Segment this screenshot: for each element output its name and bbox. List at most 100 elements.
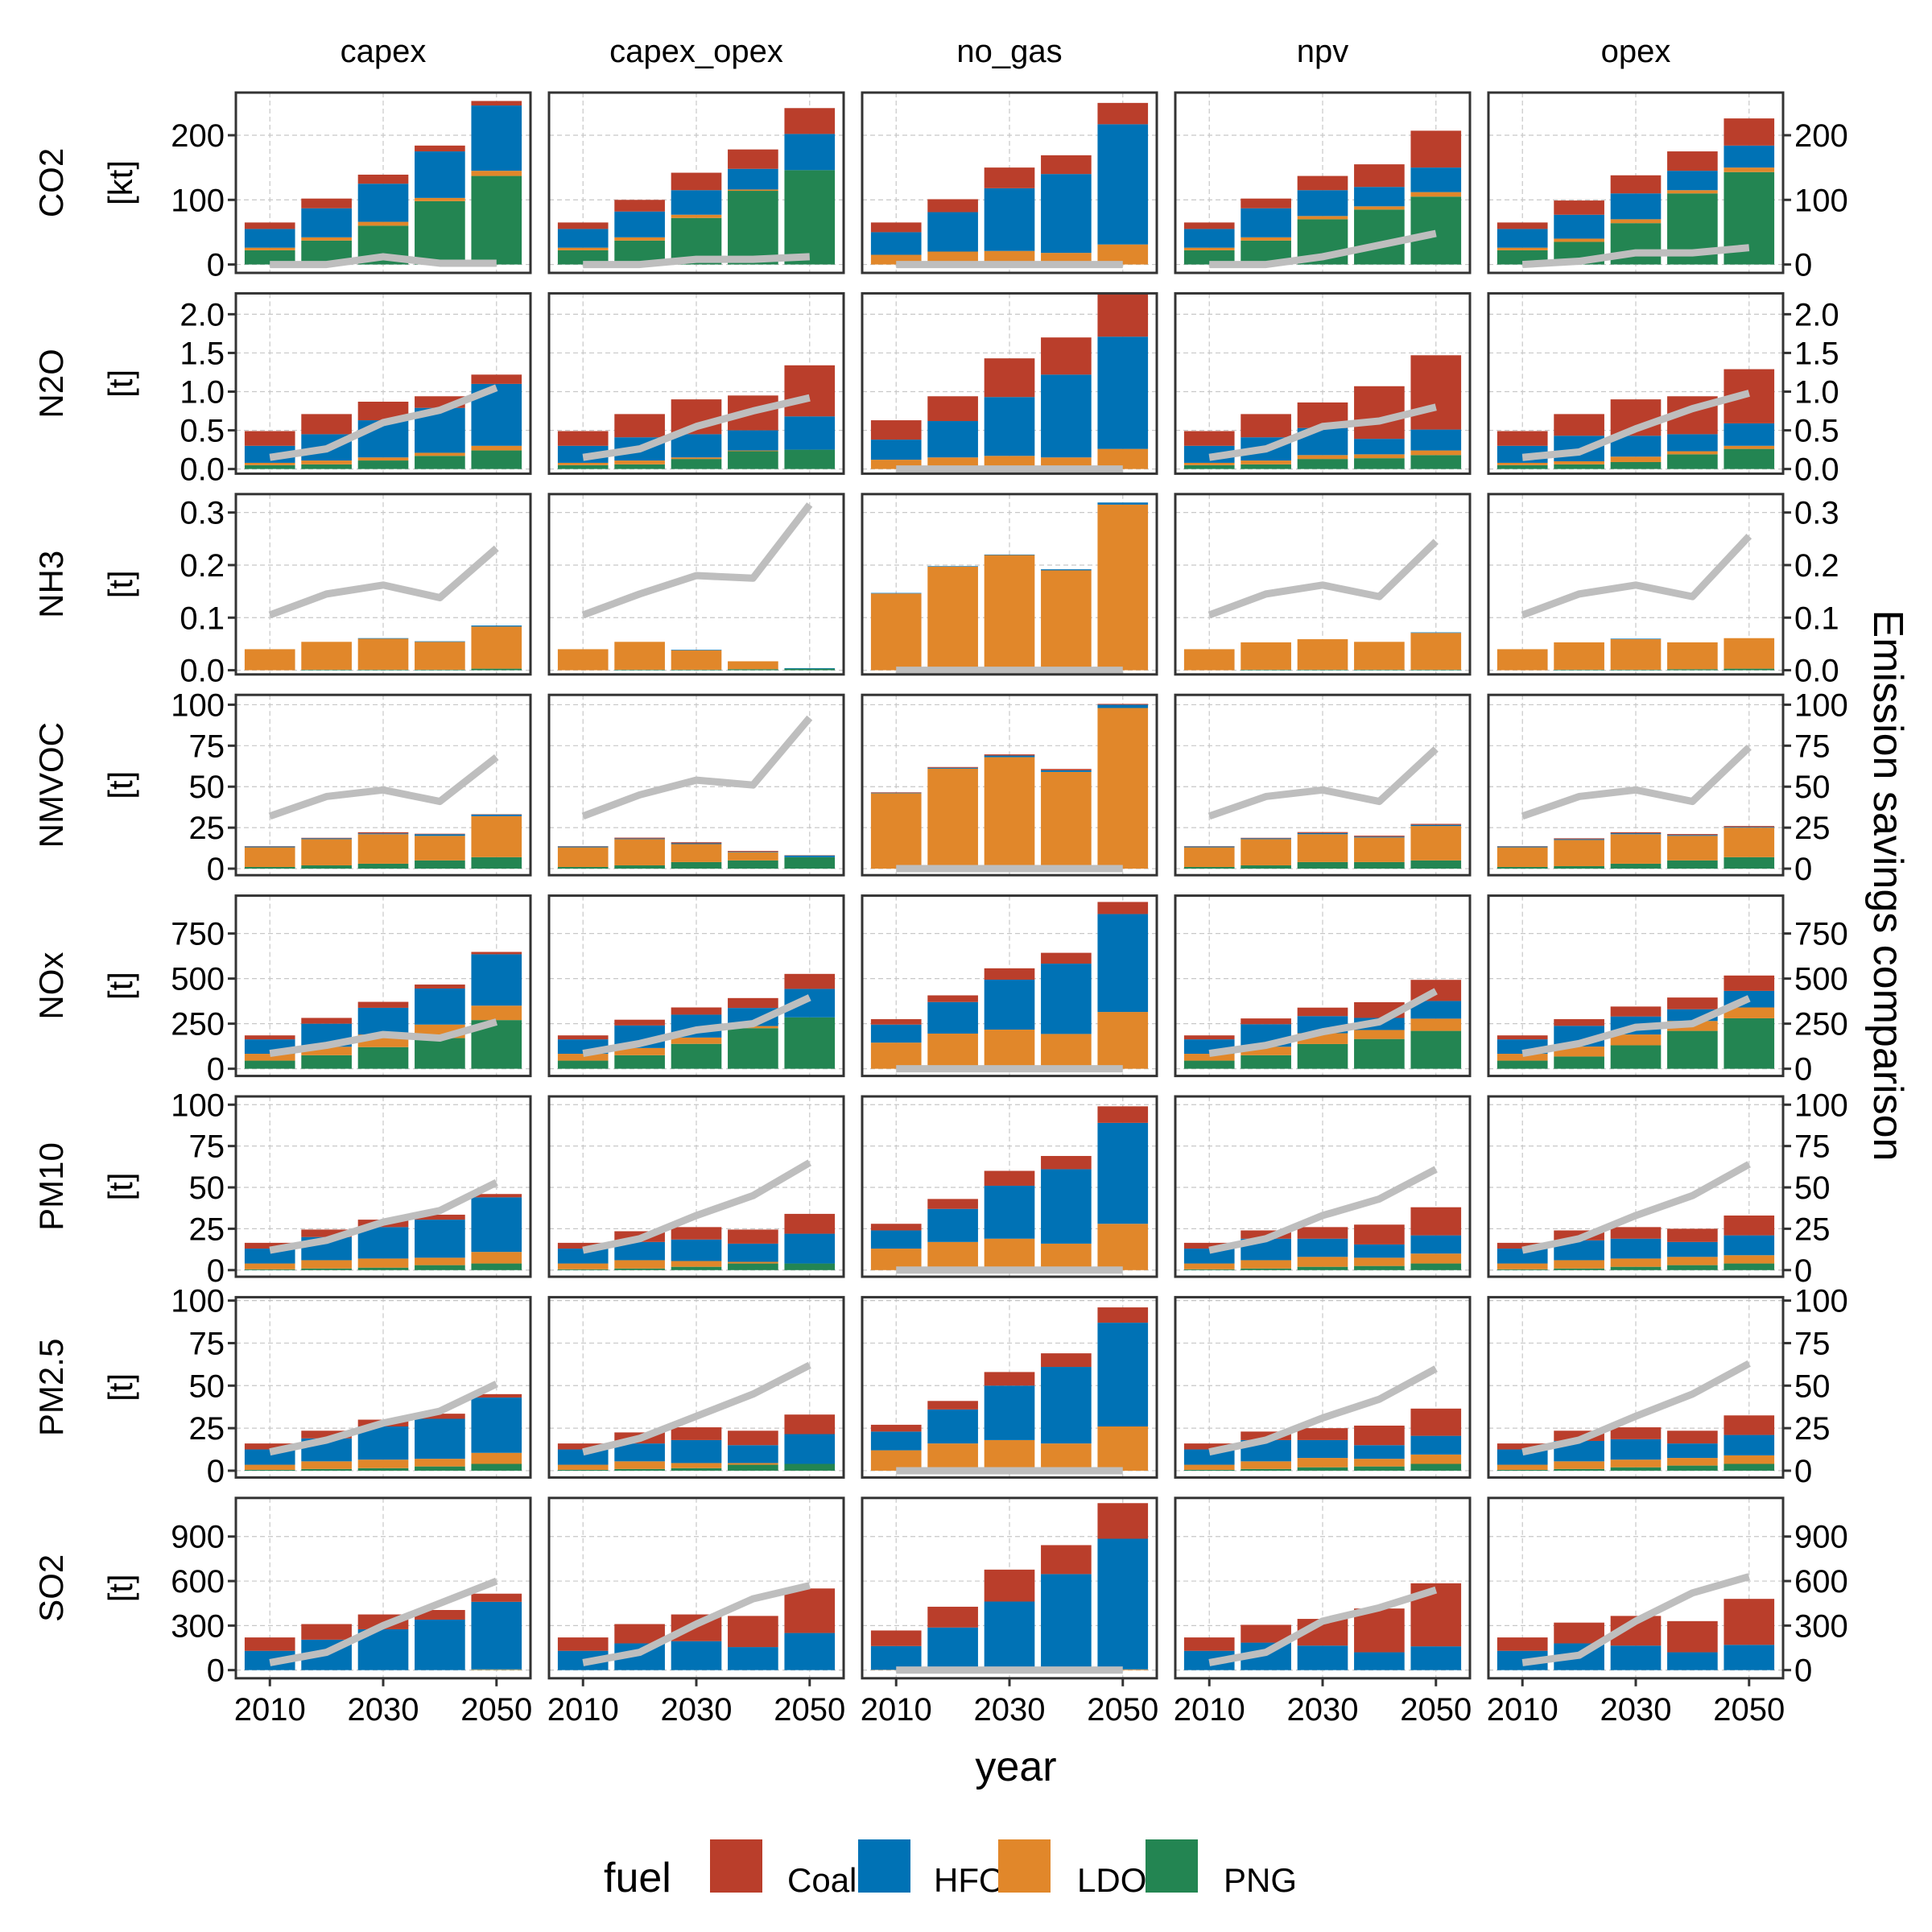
bar-segment-coal (870, 1224, 922, 1231)
strip-label-no-gas: no_gas (956, 34, 1062, 69)
bar-segment-coal (357, 1001, 409, 1008)
bar-segment-coal (415, 1609, 465, 1620)
bar-segment-png (471, 668, 522, 671)
bar-segment-ldo (614, 839, 665, 865)
row-label-nmvoc: NMVOC (32, 722, 70, 848)
bar-segment-ldo (1610, 1459, 1662, 1468)
bar-segment-hfo (244, 1449, 295, 1465)
column-strip-labels: capex capex_opex no_gas npv opex (341, 34, 1671, 69)
x-tick-label: 2050 (460, 1692, 532, 1728)
panel-pm10-npv (1174, 1095, 1472, 1278)
bar-segment-hfo (984, 1185, 1035, 1239)
bar-segment-png (1667, 1030, 1718, 1069)
bar-segment-ldo (1241, 1461, 1291, 1469)
bar-segment-hfo (671, 1239, 722, 1261)
bar-segment-coal (1297, 1007, 1348, 1017)
bar-segment-coal (471, 1194, 522, 1198)
panel-border (1174, 693, 1472, 877)
bar-segment-ldo (1610, 834, 1662, 864)
bar-segment-hfo (1496, 1249, 1548, 1264)
bar-segment-png (1410, 196, 1462, 265)
bar-segment-coal (1097, 1503, 1149, 1539)
bar-segment-hfo (1354, 836, 1405, 838)
panel-pm2-5-no-gas (861, 1295, 1158, 1479)
bar-segment-hfo (1297, 1439, 1348, 1459)
bar-segment-coal (1041, 155, 1092, 175)
bar-segment-ldo (1354, 1459, 1405, 1467)
bar-segment-coal (1667, 1430, 1718, 1444)
savings-line (268, 754, 499, 820)
panel-border (861, 493, 1158, 676)
bar-segment-hfo (927, 1627, 978, 1670)
savings-line (582, 994, 811, 1058)
bar-segment-png (357, 460, 409, 469)
panel-nox-capex-opex (547, 894, 845, 1078)
panel-co2-capex (234, 91, 532, 275)
savings-line (1521, 244, 1750, 269)
bar-segment-ldo (1496, 247, 1548, 250)
bar-segment-png (1183, 867, 1235, 869)
bar-segment-hfo (1410, 1001, 1462, 1019)
bar-segment-hfo (1554, 839, 1604, 840)
bar-segment-png (415, 456, 465, 469)
row-label-nh3: NH3 (32, 551, 70, 618)
bar-segment-hfo (1183, 1449, 1235, 1465)
bar-segment-coal (1241, 1230, 1291, 1239)
savings-line (268, 545, 499, 619)
panel-co2-no-gas (861, 91, 1158, 275)
bar-segment-ldo (1041, 1443, 1092, 1471)
y-tick-label-left: 100 (171, 1088, 225, 1123)
bar-segment-ldo (1241, 237, 1291, 241)
bar-segment-hfo (1097, 914, 1149, 1013)
bar-segment-ldo (1667, 1257, 1718, 1265)
bar-segment-png (1410, 1463, 1462, 1471)
panel-border (1174, 1295, 1472, 1479)
bar-segment-ldo (301, 1260, 352, 1269)
bar-segment-hfo (357, 1426, 409, 1460)
bar-segment-png (1183, 1269, 1235, 1270)
bar-segment-coal (1297, 832, 1348, 833)
y-tick-label-right: 25 (1794, 1411, 1831, 1447)
bar-segment-coal (1041, 952, 1092, 964)
bar-segment-coal (1610, 1227, 1662, 1239)
bar-segment-hfo (471, 814, 522, 816)
bar-segment-hfo (1097, 704, 1149, 708)
panel-border (861, 894, 1158, 1078)
bar-segment-hfo (1041, 1574, 1092, 1670)
bar-segment-hfo (927, 212, 978, 252)
bar-segment-hfo (357, 833, 409, 835)
bar-segment-ldo (1297, 639, 1348, 670)
panel-nmvoc-npv (1174, 693, 1472, 877)
bar-segment-hfo (927, 1409, 978, 1444)
bar-segment-ldo (614, 642, 665, 670)
bar-segment-ldo (1610, 639, 1662, 670)
bar-segment-ldo (1354, 454, 1405, 459)
bar-segment-ldo (557, 1054, 609, 1061)
strip-label-capex: capex (341, 34, 427, 69)
bar-segment-coal (1241, 1431, 1291, 1440)
bar-segment-ldo (1183, 847, 1235, 868)
bar-segment-coal (557, 222, 609, 229)
bar-segment-ldo (1241, 642, 1291, 670)
bar-segment-png (1724, 1018, 1775, 1069)
bar-segment-coal (984, 968, 1035, 980)
bar-segment-coal (301, 1430, 352, 1439)
bar-segment-ldo (1354, 1030, 1405, 1039)
bar-segment-coal (1554, 1622, 1604, 1644)
bar-segment-ldo (244, 1054, 295, 1061)
bar-segment-png (728, 451, 778, 469)
y-tick-label-right: 75 (1794, 729, 1831, 764)
bar-segment-ldo (244, 462, 295, 465)
bar-segment-ldo (415, 642, 465, 670)
panel-border (1487, 91, 1785, 275)
x-tick-label: 2050 (1400, 1692, 1472, 1728)
bar-segment-ldo (1183, 1464, 1235, 1470)
savings-line (1521, 533, 1752, 619)
bar-segment-hfo (728, 1445, 778, 1463)
bar-segment-ldo (1410, 1454, 1462, 1464)
bar-segment-hfo (471, 1397, 522, 1453)
bar-segment-png (784, 1463, 836, 1471)
panel-border (1487, 493, 1785, 676)
bar-segment-coal (1097, 1307, 1149, 1323)
bar-segment-png (671, 459, 722, 469)
